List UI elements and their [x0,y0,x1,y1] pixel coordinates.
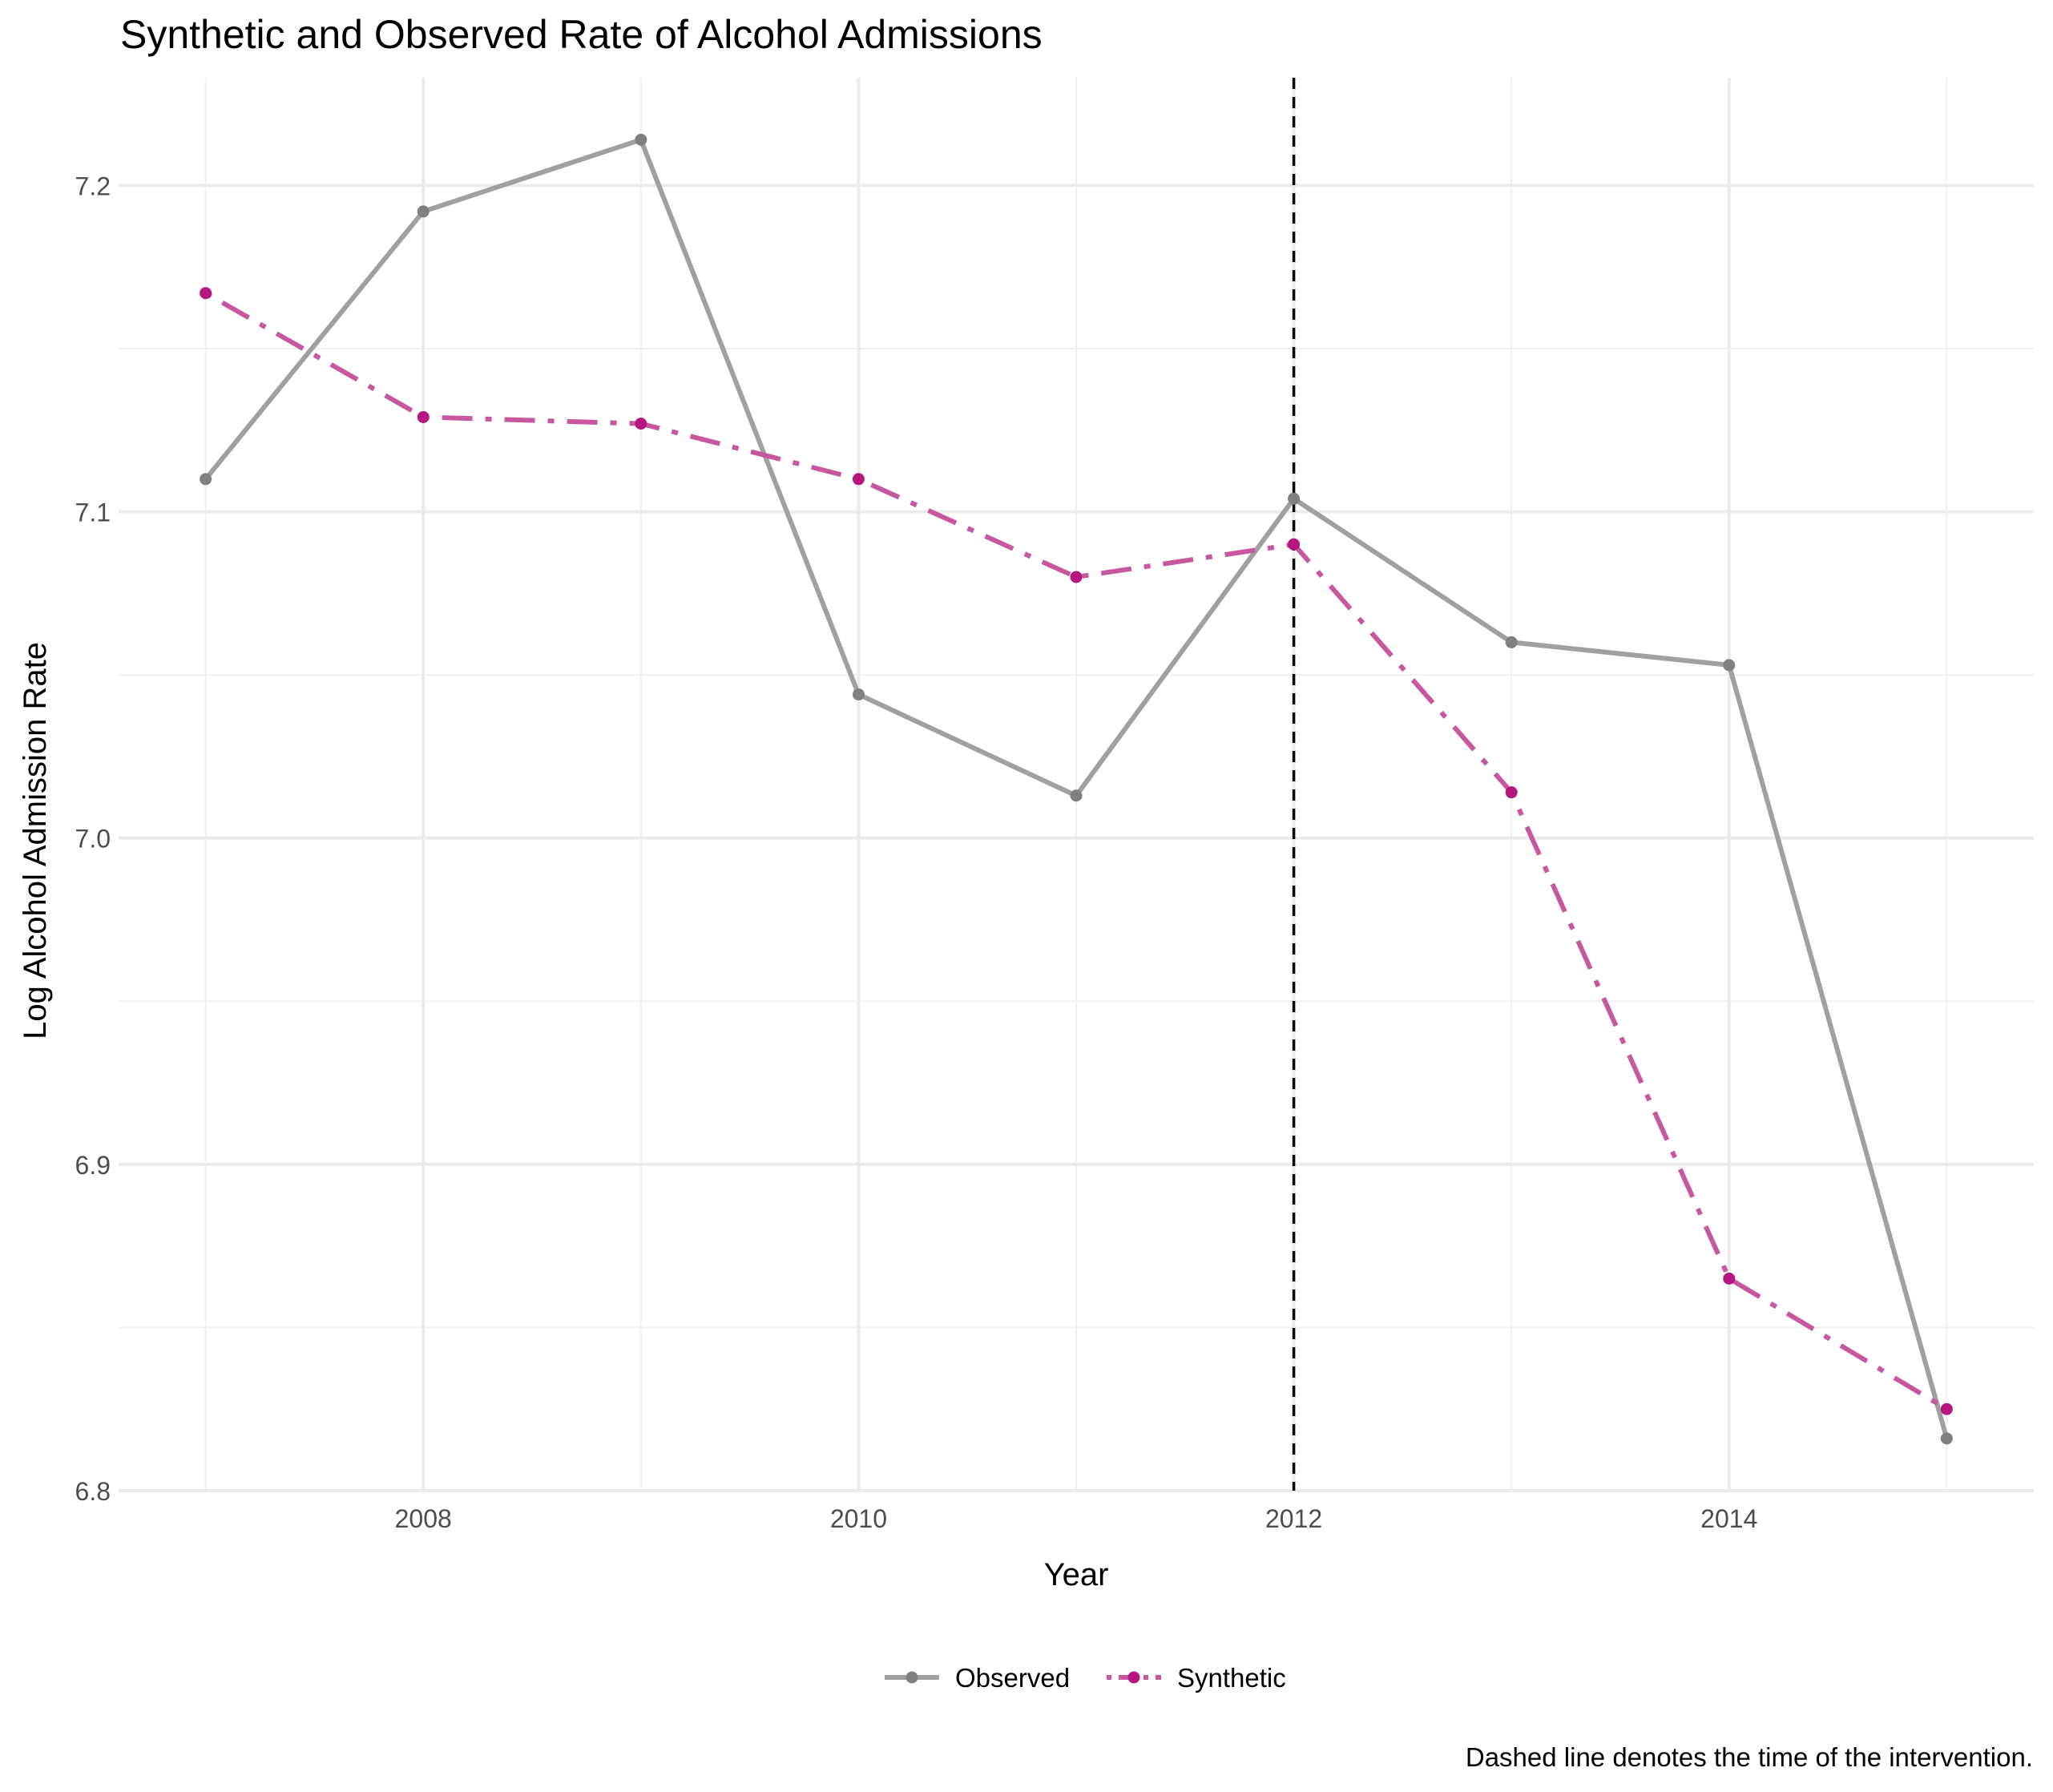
data-point-synthetic [1505,786,1518,799]
data-point-synthetic [200,287,212,300]
major-gridlines [119,78,2034,1492]
data-point-observed [200,473,212,486]
chart-caption: Dashed line denotes the time of the inte… [1466,1742,2033,1772]
data-point-observed [1288,492,1301,505]
series-layer [200,133,1953,1445]
legend-label-synthetic: Synthetic [1177,1663,1286,1693]
legend-label-observed: Observed [955,1663,1070,1693]
y-tick-label: 7.1 [75,498,111,527]
legend-key-point-observed [905,1671,918,1684]
y-tick-label: 6.9 [75,1151,111,1180]
x-tick-labels: 2008 2010 2012 2014 [395,1504,1758,1533]
legend: Observed Synthetic [885,1663,1286,1693]
y-tick-label: 6.8 [75,1477,111,1506]
data-point-synthetic [852,473,865,486]
legend-key-point-synthetic [1127,1671,1140,1684]
x-tick-label: 2010 [830,1504,887,1533]
x-tick-label: 2008 [395,1504,452,1533]
x-tick-label: 2012 [1265,1504,1322,1533]
data-point-synthetic [635,418,647,430]
chart-title: Synthetic and Observed Rate of Alcohol A… [120,12,1043,57]
data-point-observed [1070,789,1083,802]
data-point-synthetic [417,410,430,423]
data-point-observed [417,205,430,218]
series-line-synthetic [204,291,1948,1411]
y-axis-label: Log Alcohol Admission Rate [18,642,53,1039]
y-tick-label: 7.0 [75,825,111,854]
data-point-observed [852,688,865,701]
data-point-synthetic [1940,1403,1953,1415]
data-point-synthetic [1288,538,1301,551]
data-point-synthetic [1723,1272,1736,1285]
data-point-observed [1940,1432,1953,1445]
data-point-observed [1723,659,1736,672]
data-point-observed [635,133,647,146]
data-point-synthetic [1070,571,1083,583]
y-tick-label: 7.2 [75,172,111,200]
x-tick-label: 2014 [1700,1504,1757,1533]
x-axis-label: Year [1044,1557,1109,1592]
data-point-observed [1505,636,1518,648]
y-tick-labels: 6.8 6.9 7.0 7.1 7.2 [75,172,111,1506]
minor-gridlines [119,78,2034,1491]
